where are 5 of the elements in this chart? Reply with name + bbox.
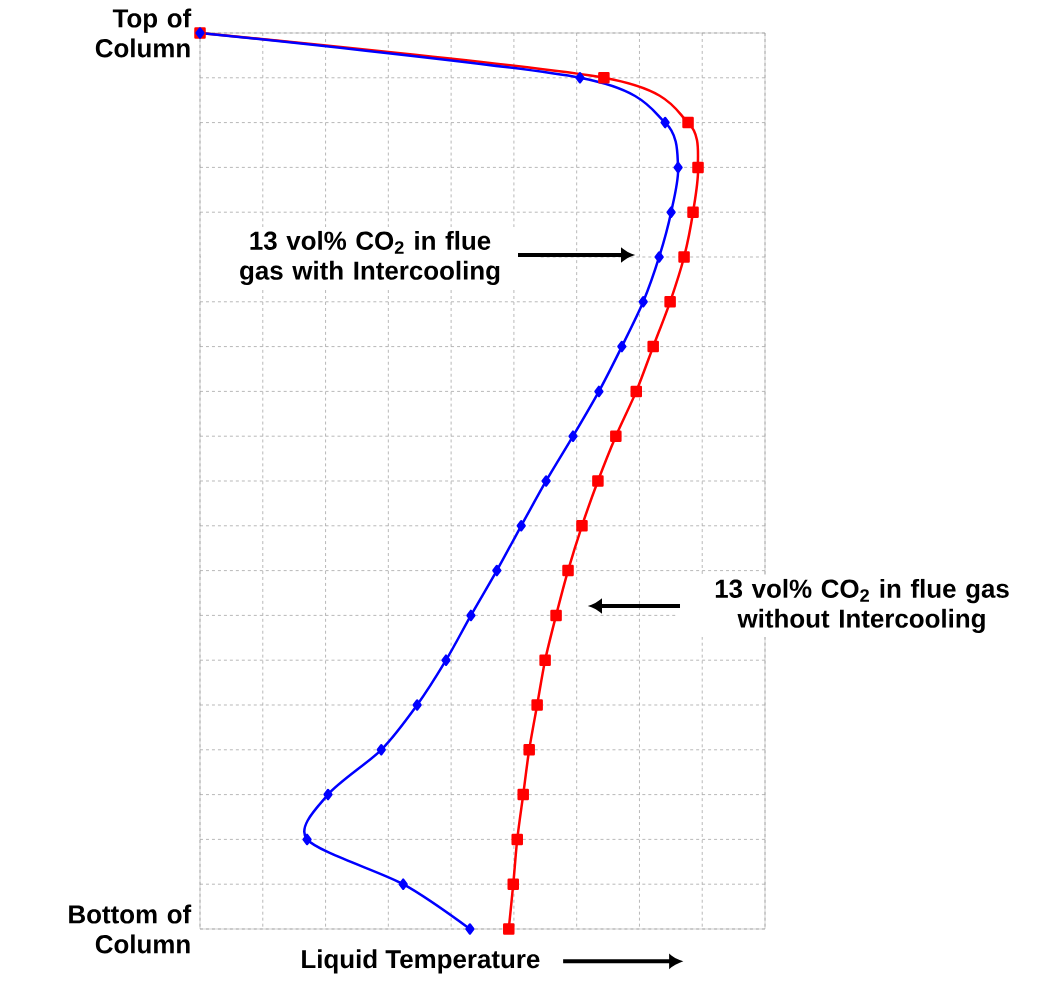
y-tick-label: Bottom of Column xyxy=(69,904,192,954)
y-tick-label: Top of Column xyxy=(95,8,192,58)
text: 13 vol% CO$_{2}$ in flue gas without Intercooling xyxy=(715,578,1009,634)
x-axis-title: Liquid Temperature xyxy=(302,949,540,974)
annotation: 13 vol% CO$_{2}$ in flue gas with Intercooling xyxy=(240,230,500,286)
